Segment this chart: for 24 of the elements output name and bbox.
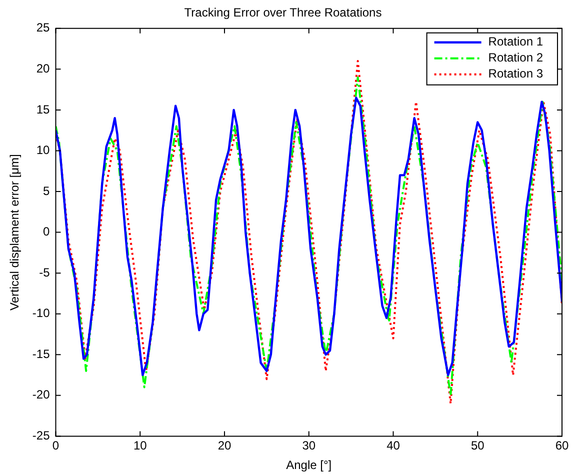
x-tick-label: 40 (386, 438, 400, 453)
y-tick-label: 20 (36, 61, 50, 76)
x-tick-label: 10 (133, 438, 148, 453)
x-tick-label: 60 (555, 438, 569, 453)
y-tick-label: -20 (32, 388, 50, 402)
y-tick-label: -25 (32, 428, 50, 443)
y-tick-label: 5 (43, 184, 50, 198)
legend-label: Rotation 3 (488, 66, 544, 81)
y-tick-label: 0 (43, 224, 50, 239)
legend-label: Rotation 1 (488, 34, 544, 49)
chart-title: Tracking Error over Three Roatations (184, 6, 382, 20)
x-tick-label: 20 (218, 438, 232, 453)
y-tick-label: 25 (36, 20, 50, 35)
x-axis-title: Angle [°] (286, 458, 332, 472)
x-tick-label: 30 (302, 438, 316, 453)
y-tick-label: 10 (36, 143, 50, 158)
x-tick-label: 0 (52, 438, 60, 453)
y-tick-label: -15 (32, 346, 50, 361)
legend-label: Rotation 2 (488, 50, 544, 65)
y-tick-label: 15 (36, 102, 50, 116)
y-tick-label: -10 (32, 306, 50, 320)
y-axis-title: Vertical displament error [μm] (8, 154, 22, 310)
y-tick-label: -5 (39, 265, 50, 280)
x-tick-label: 50 (470, 438, 485, 453)
